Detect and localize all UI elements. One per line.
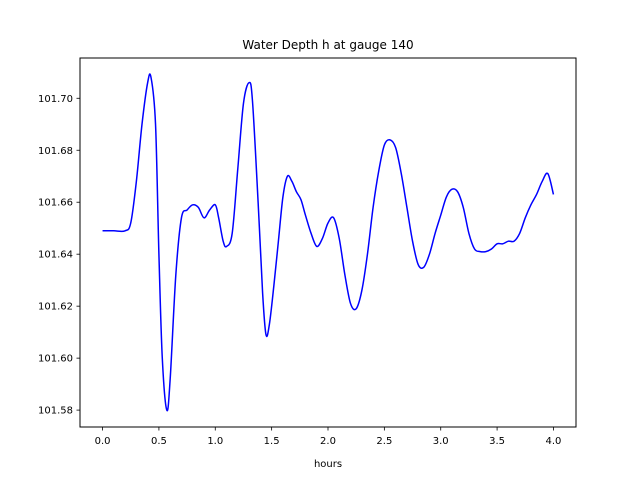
x-axis: 0.0 0.5 1.0 1.5 2.0 2.5 3.0 3.5 4.0 (95, 427, 562, 447)
y-tick-label: 101.70 (38, 94, 73, 105)
y-tick-label: 101.58 (38, 406, 73, 417)
y-axis: 101.58 101.60 101.62 101.64 101.66 101.68 101.… (38, 94, 80, 417)
x-tick-label: 2.0 (320, 436, 336, 447)
series-line-0 (102, 73, 555, 412)
x-tick-label: 0.5 (151, 436, 167, 447)
x-tick-label: 1.5 (264, 436, 280, 447)
x-tick-label: 3.0 (433, 436, 449, 447)
x-tick-label: 4.0 (546, 436, 562, 447)
chart-title: Water Depth h at gauge 140 (242, 38, 413, 52)
y-tick-label: 101.64 (38, 250, 73, 261)
x-tick-label: 2.5 (376, 436, 392, 447)
y-tick-label: 101.60 (38, 354, 73, 365)
plot-area (102, 73, 555, 412)
x-axis-label: hours (314, 459, 342, 470)
x-tick-label: 0.0 (95, 436, 111, 447)
y-tick-label: 101.68 (38, 146, 73, 157)
x-tick-label: 3.5 (489, 436, 505, 447)
x-tick-label: 1.0 (207, 436, 223, 447)
y-tick-label: 101.62 (38, 302, 73, 313)
y-tick-label: 101.66 (38, 198, 73, 209)
